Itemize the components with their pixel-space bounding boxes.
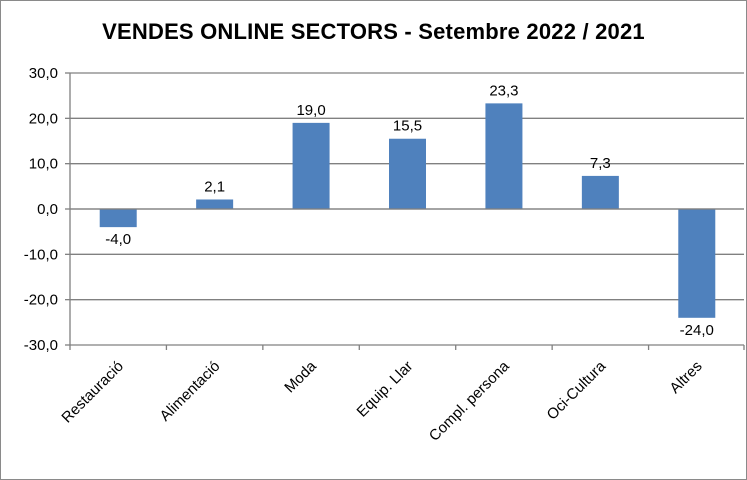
data-label: 23,3 <box>489 82 518 99</box>
bar <box>196 199 234 209</box>
data-label: 2,1 <box>204 178 225 195</box>
y-tick-label: 0,0 <box>37 201 58 218</box>
y-tick-label: 20,0 <box>29 110 58 127</box>
bar <box>99 209 137 228</box>
y-tick-label: -20,0 <box>24 292 58 309</box>
category-label: Restauració <box>58 358 127 427</box>
bar <box>389 138 426 209</box>
data-label: 15,5 <box>393 118 422 135</box>
data-label: 19,0 <box>296 102 325 119</box>
category-label: Moda <box>281 357 320 396</box>
category-label: Altres <box>666 358 705 397</box>
y-tick-label: 10,0 <box>29 156 58 173</box>
bar <box>485 103 523 209</box>
chart-title: VENDES ONLINE SECTORS - Setembre 2022 / … <box>102 19 645 44</box>
bar <box>581 175 619 209</box>
category-label: Oci-Cultura <box>544 357 610 423</box>
bar <box>292 122 330 209</box>
data-label: -24,0 <box>680 322 714 339</box>
bar <box>678 209 716 318</box>
category-label: Equip. Llar <box>354 358 417 421</box>
y-tick-label: -10,0 <box>24 246 58 263</box>
category-label: Alimentació <box>157 358 224 425</box>
y-tick-label: -30,0 <box>24 337 58 354</box>
data-label: -4,0 <box>105 231 131 248</box>
y-tick-label: 30,0 <box>29 65 58 82</box>
data-label: 7,3 <box>590 155 611 172</box>
category-label: Compl. persona <box>426 357 513 444</box>
